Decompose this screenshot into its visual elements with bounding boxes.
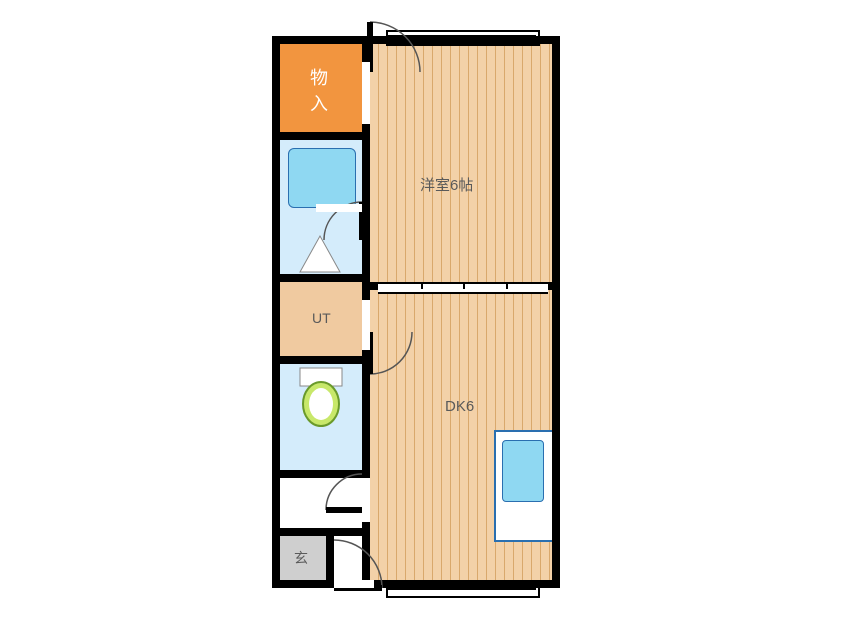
wall	[280, 132, 362, 140]
room-label: 玄	[294, 548, 308, 568]
toilet-icon	[280, 364, 362, 470]
room-label: 物 入	[310, 64, 328, 116]
door-swing	[322, 200, 402, 280]
room-label: DK6	[445, 398, 474, 415]
door-swing	[318, 20, 422, 124]
room-label: UT	[312, 310, 331, 326]
room-label: 洋室6帖	[420, 174, 473, 195]
bath-tub	[288, 148, 356, 208]
kitchen-sink	[502, 440, 544, 502]
door-swing	[326, 288, 414, 376]
